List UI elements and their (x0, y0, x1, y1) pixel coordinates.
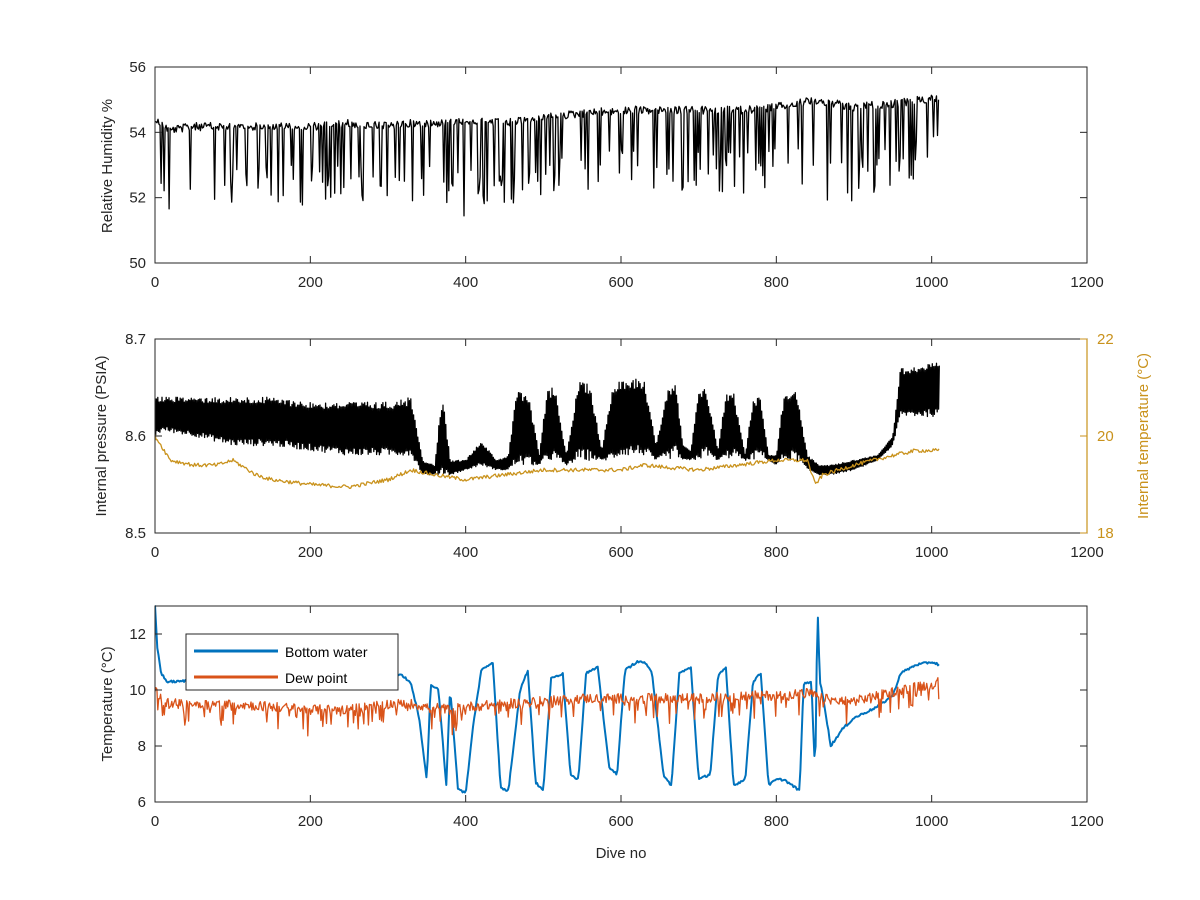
x-tick-label: 0 (151, 813, 159, 830)
y-tick-label-right: 18 (1097, 525, 1114, 542)
y-tick-label: 54 (129, 124, 146, 141)
legend-label-dew-point: Dew point (285, 670, 347, 686)
y-tick-label: 6 (138, 794, 146, 811)
plot-area (155, 94, 940, 217)
x-tick-label: 400 (453, 544, 478, 561)
ylabel-internal-temperature: Internal temperature (°C) (1135, 353, 1152, 519)
x-tick-label: 1200 (1070, 813, 1103, 830)
x-tick-label: 1000 (915, 544, 948, 561)
x-tick-label: 1200 (1070, 274, 1103, 291)
humidity-panel: Relative Humidity % 0 200 400 600 800 1000 120… (99, 59, 1104, 291)
y-tick-label-right: 22 (1097, 331, 1114, 348)
x-tick-label: 800 (764, 544, 789, 561)
x-tick-label: 600 (608, 274, 633, 291)
xlabel-dive-no: Dive no (596, 845, 647, 862)
x-tick-label: 1200 (1070, 544, 1103, 561)
pressure-panel: Internal pressure (PSIA) Internal temper… (93, 331, 1152, 561)
y-tick-label: 10 (129, 682, 146, 699)
x-tick-label: 1000 (915, 274, 948, 291)
x-tick-label: 600 (608, 813, 633, 830)
y-tick-label: 8.6 (125, 428, 146, 445)
x-tick-label: 1000 (915, 813, 948, 830)
x-tick-label: 0 (151, 544, 159, 561)
y-tick-label: 52 (129, 190, 146, 207)
ylabel-pressure: Internal pressure (PSIA) (93, 356, 110, 517)
x-tick-label: 400 (453, 274, 478, 291)
plot-area (155, 362, 940, 490)
x-tick-label: 800 (764, 813, 789, 830)
series-line-dew-point (155, 677, 940, 737)
x-tick-label: 600 (608, 544, 633, 561)
y-tick-label: 12 (129, 626, 146, 643)
legend-label-bottom-water: Bottom water (285, 644, 368, 660)
series-line-panel0-0 (155, 94, 940, 217)
x-tick-label: 800 (764, 274, 789, 291)
series-line-panel1-1 (155, 434, 940, 490)
x-tick-label: 200 (298, 813, 323, 830)
x-tick-label: 200 (298, 544, 323, 561)
y-tick-label: 8.5 (125, 525, 146, 542)
y-tick-label-right: 20 (1097, 428, 1114, 445)
ylabel-temperature: Temperature (°C) (99, 646, 116, 761)
x-tick-label: 200 (298, 274, 323, 291)
ylabel-humidity: Relative Humidity % (99, 99, 116, 233)
y-tick-label: 8 (138, 738, 146, 755)
y-tick-label: 56 (129, 59, 146, 76)
y-tick-label: 50 (129, 255, 146, 272)
x-tick-label: 400 (453, 813, 478, 830)
series-line-panel1-0 (155, 362, 940, 476)
x-tick-label: 0 (151, 274, 159, 291)
legend: Bottom water Dew point (185, 633, 399, 691)
y-tick-label: 8.7 (125, 331, 146, 348)
